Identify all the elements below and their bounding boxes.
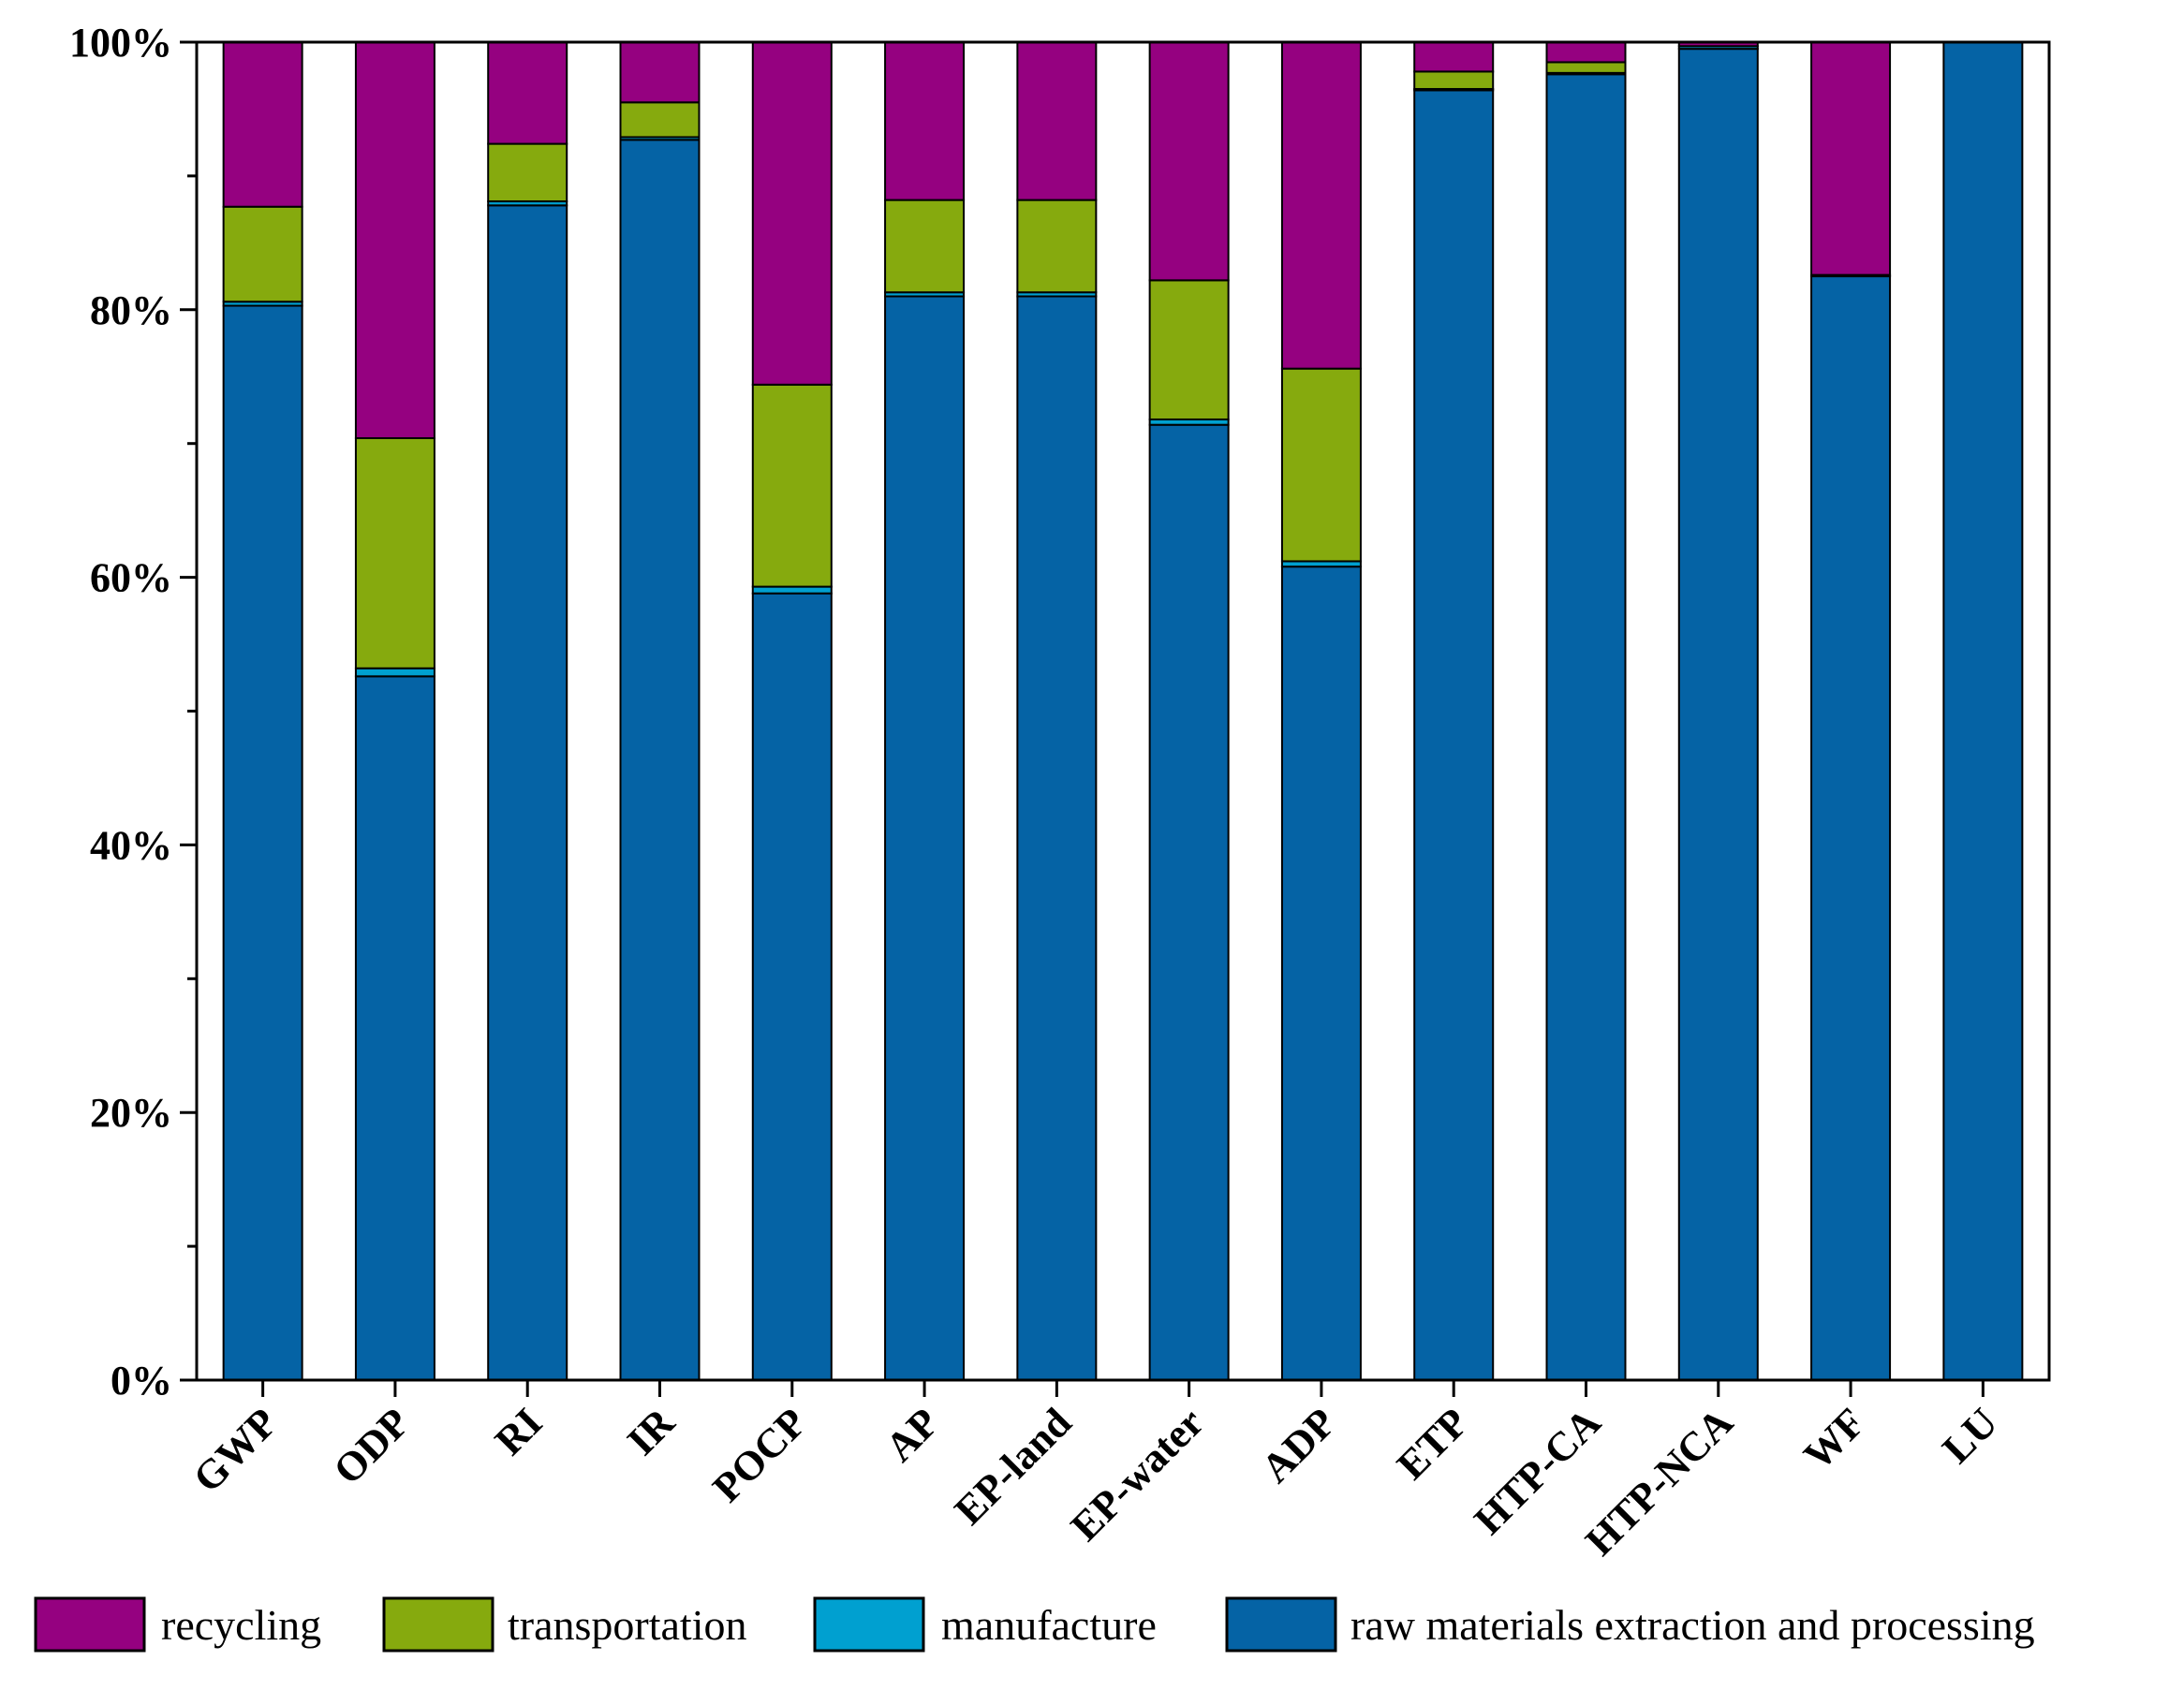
bar-RI-transportation: [487, 142, 568, 203]
bar-IR-recycling: [619, 41, 701, 104]
bar-ODP-raw-materials-extraction-and-processing: [354, 675, 435, 1381]
plot-frame: [195, 40, 2051, 1382]
bar-WF-raw-materials-extraction-and-processing: [1810, 275, 1892, 1382]
legend-swatch-raw-materials-extraction-and-processing: [1225, 1596, 1337, 1653]
legend-label-manufacture: manufacture: [941, 1601, 1157, 1649]
bar-ODP-recycling: [354, 41, 435, 439]
y-tick-label: 100%: [69, 20, 172, 66]
x-tick-label-ODP: ODP: [325, 1399, 419, 1492]
bar-AP-raw-materials-extraction-and-processing: [884, 295, 966, 1381]
bar-LU-raw-materials-extraction-and-processing: [1942, 41, 2024, 1381]
bar-GWP-transportation: [222, 205, 303, 303]
bar-EP-land-recycling: [1016, 41, 1098, 201]
x-tick-label-ETP: ETP: [1388, 1399, 1477, 1488]
y-tick-label: 80%: [90, 287, 172, 333]
bar-ADP-raw-materials-extraction-and-processing: [1280, 566, 1362, 1381]
bar-HTP-CA-recycling: [1545, 41, 1627, 64]
bar-EP-land-raw-materials-extraction-and-processing: [1016, 295, 1098, 1381]
bar-WF-recycling: [1810, 41, 1892, 276]
bar-ODP-transportation: [354, 436, 435, 669]
bar-POCP-raw-materials-extraction-and-processing: [751, 592, 833, 1381]
bar-IR-transportation: [619, 101, 701, 139]
y-tick-label: 40%: [90, 822, 172, 868]
bar-EP-water-raw-materials-extraction-and-processing: [1148, 423, 1230, 1381]
bar-GWP-recycling: [222, 41, 303, 208]
x-tick-label-WF: WF: [1794, 1399, 1874, 1478]
bar-AP-transportation: [884, 198, 966, 294]
x-tick-label-AP: AP: [877, 1399, 948, 1470]
x-tick-label-ADP: ADP: [1252, 1399, 1345, 1492]
x-tick-label-EP-water: EP-water: [1062, 1399, 1213, 1550]
bar-ETP-raw-materials-extraction-and-processing: [1413, 89, 1495, 1382]
bar-HTP-NCA-raw-materials-extraction-and-processing: [1677, 48, 1759, 1381]
x-tick-label-IR: IR: [618, 1399, 684, 1464]
y-tick-label: 0%: [111, 1358, 172, 1403]
legend-swatch-transportation: [382, 1596, 494, 1653]
bar-AP-recycling: [884, 41, 966, 201]
bar-RI-recycling: [487, 41, 568, 145]
bar-HTP-CA-raw-materials-extraction-and-processing: [1545, 73, 1627, 1381]
y-tick-label: 20%: [90, 1090, 172, 1136]
x-tick-label-RI: RI: [486, 1399, 551, 1463]
x-tick-label-POCP: POCP: [704, 1399, 816, 1510]
x-tick-label-EP-land: EP-land: [946, 1399, 1081, 1534]
legend-label-recycling: recycling: [161, 1601, 321, 1649]
bar-ADP-recycling: [1280, 41, 1362, 370]
y-tick-label: 60%: [90, 555, 172, 601]
bar-POCP-recycling: [751, 41, 833, 386]
x-tick-label-GWP: GWP: [184, 1399, 287, 1501]
bar-GWP-raw-materials-extraction-and-processing: [222, 304, 303, 1381]
bar-EP-land-transportation: [1016, 198, 1098, 294]
bar-ETP-transportation: [1413, 70, 1495, 91]
bar-RI-raw-materials-extraction-and-processing: [487, 204, 568, 1382]
bar-EP-water-transportation: [1148, 279, 1230, 420]
bar-ETP-recycling: [1413, 41, 1495, 73]
legend-swatch-manufacture: [813, 1596, 925, 1653]
bar-POCP-manufacture: [751, 585, 833, 595]
legend-label-transportation: transportation: [508, 1601, 747, 1649]
bar-IR-raw-materials-extraction-and-processing: [619, 139, 701, 1382]
bar-ODP-manufacture: [354, 667, 435, 678]
x-tick-label-LU: LU: [1934, 1399, 2007, 1472]
bar-ADP-transportation: [1280, 367, 1362, 563]
bar-HTP-CA-transportation: [1545, 61, 1627, 74]
bar-EP-water-recycling: [1148, 41, 1230, 282]
legend-swatch-recycling: [34, 1596, 146, 1653]
bar-POCP-transportation: [751, 383, 833, 588]
legend-label-raw-materials-extraction-and-processing: raw materials extraction and processing: [1350, 1601, 2035, 1649]
